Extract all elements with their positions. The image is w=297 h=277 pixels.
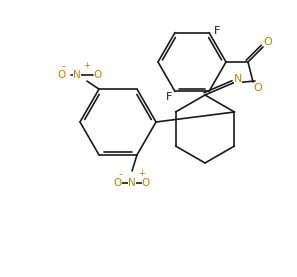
Text: O: O [254,83,262,93]
Text: F: F [166,93,172,102]
Text: O: O [264,37,272,47]
Text: O: O [57,70,65,80]
Text: +: + [138,169,145,178]
Text: -: - [118,169,122,179]
Text: F: F [214,25,220,35]
Text: O: O [114,178,122,188]
Text: O: O [142,178,150,188]
Text: O: O [94,70,102,80]
Text: N: N [73,70,81,80]
Text: -: - [61,61,65,71]
Text: N: N [234,74,242,84]
Text: +: + [83,61,90,70]
Text: N: N [128,178,136,188]
